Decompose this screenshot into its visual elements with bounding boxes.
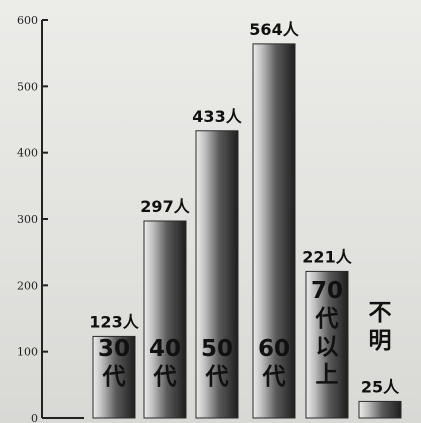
bar xyxy=(358,400,402,419)
category-label: 60 代 xyxy=(258,336,290,390)
y-axis: 0 100 200 300 400 500 600 xyxy=(17,14,84,423)
category-label: 40 代 xyxy=(149,336,181,390)
bars xyxy=(92,43,402,419)
bar xyxy=(195,130,239,419)
y-tick-label: 300 xyxy=(17,213,38,226)
category-label: 50 代 xyxy=(201,336,233,390)
data-label: 433人 xyxy=(192,107,242,126)
y-tick-label: 600 xyxy=(17,14,38,27)
y-tick-label: 0 xyxy=(31,412,38,423)
y-tick-label: 400 xyxy=(17,147,38,160)
bar xyxy=(252,43,296,419)
bar xyxy=(143,220,187,419)
bar xyxy=(305,270,349,419)
data-label: 221人 xyxy=(302,247,352,266)
y-tick-label: 100 xyxy=(17,346,38,359)
data-label: 297人 xyxy=(140,197,190,216)
y-tick-label: 500 xyxy=(17,80,38,93)
data-label: 25人 xyxy=(361,377,400,396)
labels: 123人 30 代 297人 40 代 433人 50 代 564人 60 代 221人 70 代以上 25人… xyxy=(89,20,400,397)
data-label: 564人 xyxy=(249,20,299,39)
category-label: 不明 xyxy=(369,300,392,354)
bar xyxy=(92,335,136,419)
category-label: 70 代以上 xyxy=(311,278,343,388)
category-label: 30 代 xyxy=(98,336,130,390)
y-tick-label: 200 xyxy=(17,279,38,292)
data-label: 123人 xyxy=(89,312,139,331)
